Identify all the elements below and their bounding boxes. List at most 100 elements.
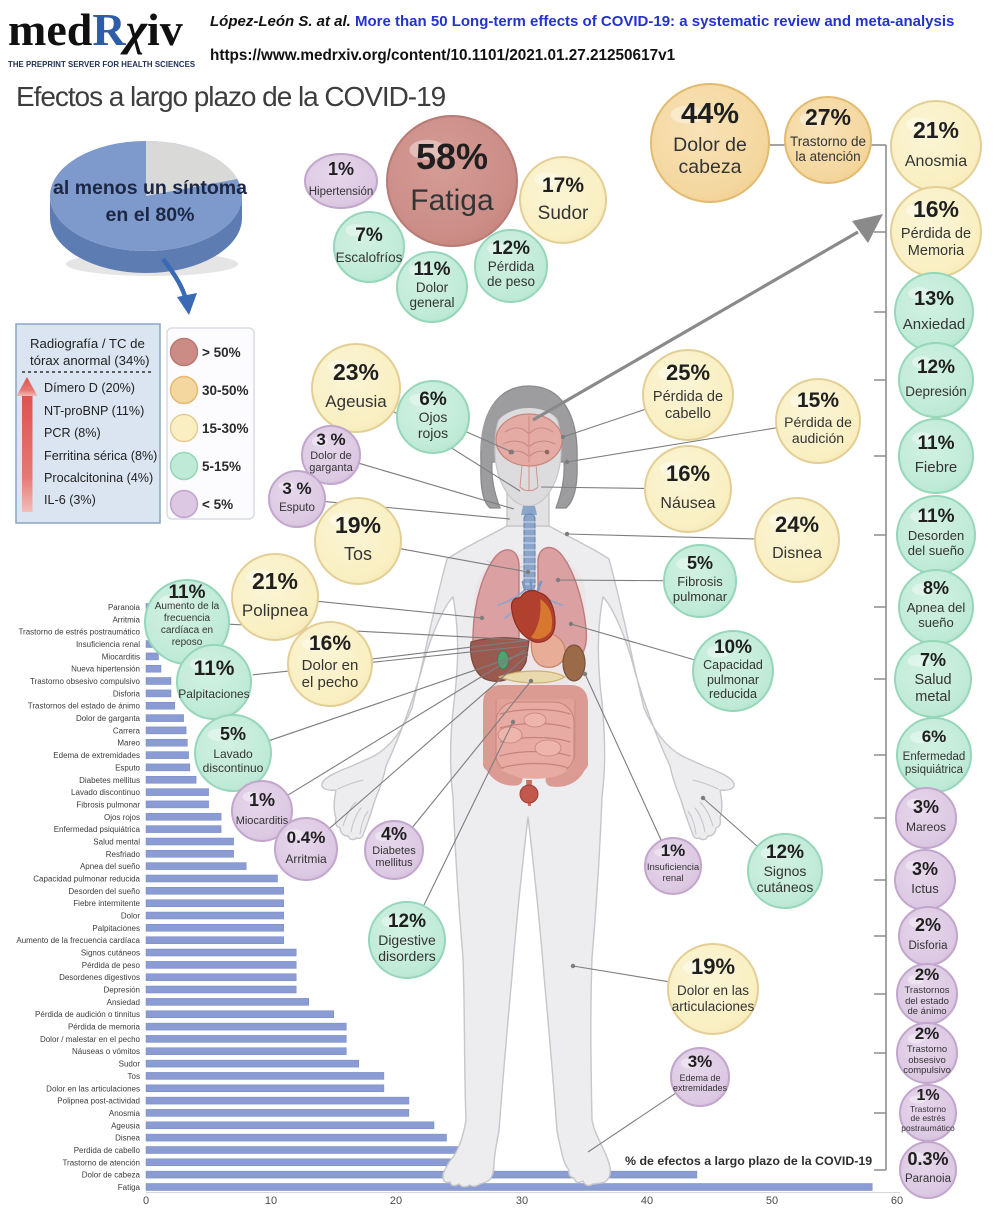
svg-text:0.4%: 0.4%: [287, 828, 326, 847]
svg-text:6%: 6%: [922, 727, 947, 746]
svg-text:3 %: 3 %: [316, 430, 345, 449]
svg-text:2%: 2%: [915, 965, 940, 984]
svg-text:Desordenes digestivos: Desordenes digestivos: [59, 973, 140, 982]
svg-text:Capacidad: Capacidad: [703, 658, 763, 672]
svg-text:16%: 16%: [666, 461, 710, 486]
svg-text:López-León S. at al. More than: López-León S. at al. More than 50 Long-t…: [210, 13, 954, 30]
svg-text:Depresión: Depresión: [104, 986, 140, 995]
svg-text:Mareo: Mareo: [117, 739, 140, 748]
svg-text:Dolor de garganta: Dolor de garganta: [76, 714, 141, 723]
svg-text:Ojos: Ojos: [419, 409, 448, 425]
svg-text:IL-6 (3%): IL-6 (3%): [44, 493, 96, 507]
svg-text:23%: 23%: [333, 359, 379, 385]
svg-text:Paranoia: Paranoia: [905, 1173, 952, 1185]
svg-text:Signos cutáneos: Signos cutáneos: [81, 949, 140, 958]
svg-text:Fatiga: Fatiga: [118, 1183, 141, 1192]
svg-text:Sudor: Sudor: [119, 1060, 141, 1069]
svg-text:Pérdida de peso: Pérdida de peso: [82, 961, 141, 970]
svg-text:Enfermedad psiquiátrica: Enfermedad psiquiátrica: [54, 825, 141, 834]
svg-text:en el 80%: en el 80%: [106, 204, 195, 226]
svg-text:Lavado: Lavado: [213, 747, 253, 761]
svg-text:Fibrosis: Fibrosis: [677, 574, 723, 589]
svg-text:Ansiedad: Ansiedad: [107, 998, 140, 1007]
svg-text:Mareos: Mareos: [906, 820, 946, 834]
svg-text:garganta: garganta: [309, 462, 353, 474]
svg-text:Trastorno: Trastorno: [907, 1044, 947, 1055]
svg-text:7%: 7%: [920, 650, 946, 670]
svg-text:Náuseas o vómitos: Náuseas o vómitos: [72, 1047, 140, 1056]
svg-text:Esputo: Esputo: [279, 502, 315, 514]
svg-text:1%: 1%: [661, 841, 686, 860]
svg-text:16%: 16%: [913, 196, 959, 222]
svg-text:Ferritina sérica (8%): Ferritina sérica (8%): [44, 449, 157, 463]
svg-text:30: 30: [516, 1195, 528, 1207]
svg-text:Ageusia: Ageusia: [325, 392, 387, 411]
svg-text:reducida: reducida: [709, 687, 757, 701]
svg-text:PCR (8%): PCR (8%): [44, 426, 101, 440]
svg-text:17%: 17%: [542, 174, 584, 197]
svg-text:del sueño: del sueño: [908, 543, 964, 558]
svg-text:30-50%: 30-50%: [202, 383, 249, 398]
svg-text:15%: 15%: [797, 389, 839, 412]
svg-text:6%: 6%: [419, 389, 447, 410]
svg-text:cutáneos: cutáneos: [757, 879, 814, 895]
svg-text:Depresión: Depresión: [905, 384, 967, 399]
svg-text:Miocarditis: Miocarditis: [102, 652, 140, 661]
svg-text:pulmonar: pulmonar: [673, 589, 728, 604]
svg-text:postraumático: postraumático: [901, 1123, 955, 1133]
svg-text:Dolor de cabeza: Dolor de cabeza: [82, 1171, 141, 1180]
svg-text:Memoria: Memoria: [908, 243, 965, 259]
svg-text:discontinuo: discontinuo: [203, 761, 264, 775]
svg-text:Nueva hipertensión: Nueva hipertensión: [71, 665, 140, 674]
svg-text:1%: 1%: [916, 1087, 939, 1104]
svg-text:11%: 11%: [414, 259, 451, 280]
svg-text:% de efectos a largo plazo de: % de efectos a largo plazo de la COVID-1…: [625, 1154, 872, 1168]
svg-text:Disnea: Disnea: [772, 545, 822, 562]
svg-text:Dolor / malestar en el pecho: Dolor / malestar en el pecho: [40, 1035, 141, 1044]
svg-text:27%: 27%: [805, 104, 851, 130]
svg-text:< 5%: < 5%: [202, 497, 233, 512]
svg-text:13%: 13%: [914, 288, 954, 310]
svg-text:11%: 11%: [194, 657, 235, 680]
svg-text:Lavado discontinuo: Lavado discontinuo: [71, 788, 140, 797]
svg-text:Pérdida de: Pérdida de: [653, 389, 723, 405]
svg-text:Signos: Signos: [764, 863, 807, 879]
svg-text:12%: 12%: [917, 357, 955, 378]
svg-text:Disforia: Disforia: [909, 940, 949, 952]
svg-text:Perdida de cabello: Perdida de cabello: [74, 1146, 141, 1155]
svg-text:cardíaca en: cardíaca en: [161, 625, 213, 636]
svg-text:Pérdida de memoria: Pérdida de memoria: [68, 1023, 141, 1032]
svg-text:5-15%: 5-15%: [202, 459, 241, 474]
svg-text:10%: 10%: [714, 637, 752, 658]
svg-text:compulsivo: compulsivo: [903, 1065, 951, 1076]
svg-text:40: 40: [641, 1195, 653, 1207]
svg-text:cabello: cabello: [665, 406, 711, 422]
svg-text:Salud mental: Salud mental: [93, 838, 140, 847]
svg-text:THE PREPRINT SERVER FOR HEALTH: THE PREPRINT SERVER FOR HEALTH SCIENCES: [8, 60, 195, 69]
svg-text:3%: 3%: [913, 797, 939, 817]
svg-text:19%: 19%: [335, 512, 381, 538]
svg-text:Ageusia: Ageusia: [111, 1121, 140, 1130]
svg-text:Insuficiencia: Insuficiencia: [647, 862, 700, 873]
svg-text:de peso: de peso: [487, 274, 535, 289]
svg-text:mellitus: mellitus: [375, 857, 413, 869]
svg-text:Escalofríos: Escalofríos: [336, 250, 403, 265]
svg-text:Trastornos: Trastornos: [904, 985, 949, 996]
svg-text:Aumento de la: Aumento de la: [155, 601, 220, 612]
svg-text:Hipertensión: Hipertensión: [309, 186, 374, 198]
svg-text:7%: 7%: [355, 225, 383, 246]
svg-text:Enfermedad: Enfermedad: [903, 751, 966, 763]
svg-text:20: 20: [390, 1195, 402, 1207]
svg-text:0.3%: 0.3%: [907, 1149, 948, 1169]
svg-text:https://www.medrxiv.org/conten: https://www.medrxiv.org/content/10.1101/…: [210, 47, 676, 64]
svg-text:8%: 8%: [923, 578, 949, 598]
svg-text:Esputo: Esputo: [115, 763, 140, 772]
svg-text:Digestive: Digestive: [378, 932, 436, 948]
svg-text:Efectos a largo plazo de la CO: Efectos a largo plazo de la COVID-19: [16, 81, 446, 112]
svg-text:Trastornos del estado de ánimo: Trastornos del estado de ánimo: [28, 702, 141, 711]
svg-text:16%: 16%: [309, 632, 351, 655]
svg-text:articulaciones: articulaciones: [672, 999, 755, 1014]
svg-text:5%: 5%: [687, 553, 713, 573]
svg-text:medRχiv: medRχiv: [8, 4, 183, 55]
svg-text:rojos: rojos: [418, 425, 448, 441]
